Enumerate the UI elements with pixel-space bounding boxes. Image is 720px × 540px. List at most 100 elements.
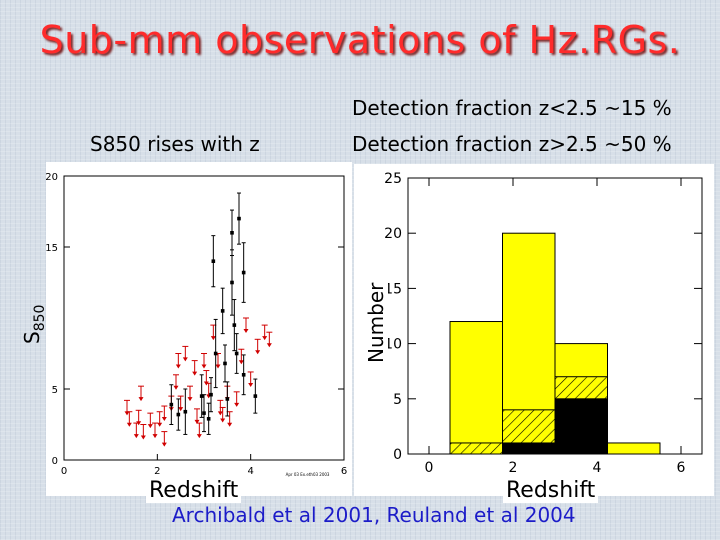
upper-limit-arrow [157, 422, 163, 427]
upper-limit-arrow [243, 329, 249, 333]
histogram-ylabel: Number [364, 280, 388, 365]
detection-point [199, 374, 204, 418]
detection-marker [230, 280, 234, 285]
detection-marker [232, 323, 237, 327]
detection-point [220, 287, 225, 335]
scatter-xlabel: Redshift [146, 478, 242, 503]
right-caption-line2: Detection fraction z>2.5 ~50 % [352, 132, 672, 156]
upper-limit-point [175, 353, 182, 369]
upper-limit-arrow [210, 336, 216, 341]
hist-ytick-label: 0 [393, 447, 402, 463]
upper-limit-point [135, 409, 142, 426]
detection-point [237, 192, 241, 245]
detection-marker [183, 409, 188, 414]
upper-limit-arrow [140, 435, 146, 440]
upper-limit-arrow [227, 422, 233, 427]
scatter-ylabel: S850 [20, 305, 48, 344]
upper-limit-arrow [147, 424, 153, 429]
upper-limit-arrow [215, 364, 221, 369]
upper-limit-point [133, 422, 140, 439]
upper-limit-point [191, 360, 198, 376]
upper-limit-point [156, 411, 163, 427]
scatter-xtick-label: 2 [154, 466, 160, 477]
detection-marker [253, 394, 258, 398]
detection-point [209, 377, 213, 413]
detection-point [211, 235, 216, 288]
detection-marker [220, 309, 225, 313]
hist-frame [407, 177, 703, 455]
upper-limit-point [261, 324, 268, 341]
detection-marker [209, 392, 213, 397]
scatter-xtick-label: 4 [247, 466, 253, 477]
hist-ytick-label: 25 [384, 171, 402, 187]
hist-ytick-label: 15 [384, 281, 402, 297]
upper-limit-arrow [248, 382, 254, 387]
detection-point [234, 333, 239, 374]
histogram-xlabel: Redshift [503, 478, 599, 503]
upper-limit-point [187, 385, 193, 402]
upper-limit-point [182, 345, 189, 362]
histogram-plot: 0 5 10 15 20 25 0 2 4 6 [384, 171, 703, 476]
upper-limit-point [147, 412, 154, 429]
upper-limit-arrow [161, 442, 167, 447]
detection-marker [223, 361, 227, 366]
left-caption: S850 rises with z [90, 132, 260, 156]
upper-limit-point [140, 424, 147, 440]
upper-limit-arrow [220, 418, 226, 423]
upper-limit-arrow [194, 419, 200, 424]
upper-limit-arrow [138, 397, 144, 402]
detection-point [241, 242, 246, 303]
upper-limit-point [161, 405, 168, 422]
upper-limit-point [138, 385, 144, 402]
upper-limit-arrow [192, 371, 198, 376]
detection-marker [241, 373, 246, 377]
upper-limit-point [196, 422, 203, 439]
histogram-bar-all [607, 442, 661, 455]
detection-point [223, 344, 227, 383]
detection-point [202, 394, 206, 433]
upper-limit-point [266, 331, 273, 348]
detection-point [169, 384, 174, 425]
upper-limit-arrow [262, 336, 268, 341]
detection-point [206, 402, 211, 435]
upper-limit-arrow [152, 434, 158, 439]
histogram-bar-black [554, 398, 608, 455]
detection-point [253, 378, 258, 414]
detection-marker [230, 231, 234, 235]
scatter-ytick-label: 0 [52, 456, 58, 467]
upper-limit-point [126, 411, 133, 427]
scatter-xtick-label: 6 [341, 466, 347, 477]
upper-limit-arrow [124, 411, 130, 416]
scatter-frame [63, 175, 345, 461]
detection-point [230, 209, 234, 257]
detection-point [213, 318, 218, 389]
upper-limit-arrow [173, 385, 179, 390]
detection-point [183, 388, 188, 435]
upper-limit-arrow [238, 360, 244, 365]
scatter-ylabel-main: S [20, 331, 44, 344]
upper-limit-point [201, 353, 207, 369]
scatter-plot: 0 5 15 20 0 2 4 6 Apr 03 Ex.eth03 2003 [45, 172, 347, 477]
upper-limit-arrow [161, 417, 167, 422]
detection-point [225, 381, 230, 417]
upper-limit-arrow [136, 421, 142, 426]
histogram-bar-black [502, 442, 556, 455]
hist-xtick-label: 0 [425, 460, 434, 476]
slide-title: Sub-mm observations of Hz.RGs. [39, 18, 681, 62]
upper-limit-arrow [234, 402, 240, 407]
upper-limit-point [254, 338, 261, 355]
upper-limit-arrow [178, 407, 184, 412]
reference-citation: Archibald et al 2001, Reuland et al 2004 [172, 503, 576, 527]
scatter-stamp: Apr 03 Ex.eth03 2003 [286, 472, 330, 477]
upper-limit-point [161, 431, 168, 447]
hist-ytick-label: 20 [384, 226, 402, 242]
upper-limit-arrow [182, 357, 188, 362]
detection-marker [213, 351, 218, 356]
upper-limit-point [152, 422, 158, 439]
scatter-ytick-label: 5 [52, 385, 58, 396]
upper-limit-arrow [133, 434, 139, 439]
upper-limit-arrow [266, 343, 272, 348]
detection-marker [241, 270, 246, 275]
upper-limit-point [243, 317, 249, 333]
upper-limit-point [194, 408, 200, 424]
